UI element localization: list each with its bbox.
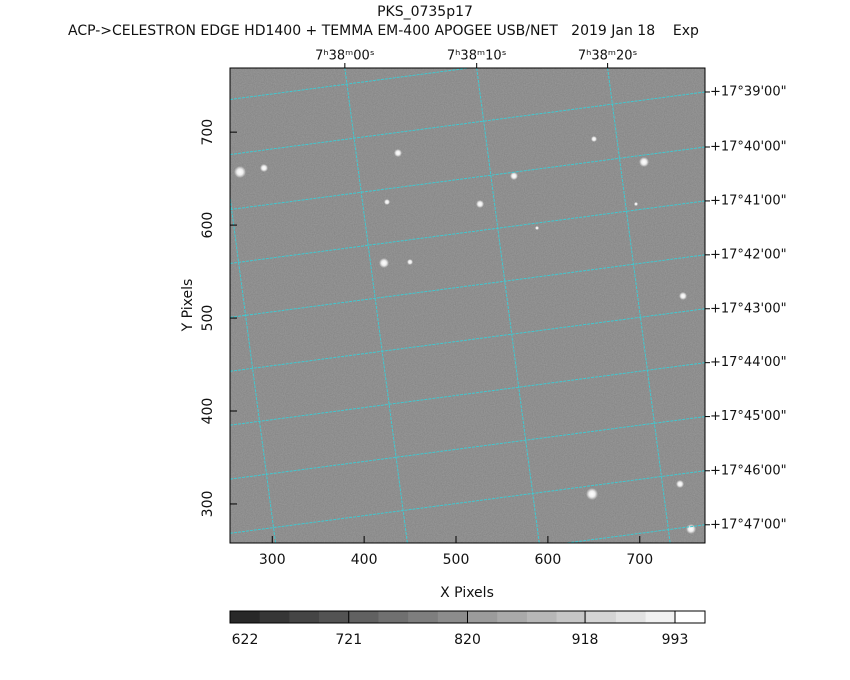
grid-line [562, 524, 705, 543]
x-tick-label: 700 [626, 552, 653, 568]
star [234, 166, 246, 178]
grid-line [230, 200, 705, 264]
star [407, 259, 413, 265]
y2-tick-label: +17°44'00" [710, 355, 787, 370]
star [591, 136, 597, 142]
colorbar-tick-label: 820 [454, 632, 481, 648]
colorbar-segment [526, 611, 558, 623]
image [81, 68, 705, 680]
grid-line [476, 68, 540, 543]
colorbar-segment [467, 611, 498, 623]
y2-tick-label: +17°42'00" [710, 247, 787, 262]
y2-tick-label: +17°47'00" [710, 517, 787, 532]
colorbar-segment [586, 611, 617, 623]
colorbar-segment [289, 611, 320, 623]
star [384, 199, 390, 205]
x2-tick-label: 7ʰ38ᵐ10ˢ [447, 49, 507, 64]
star [535, 226, 539, 230]
star [634, 202, 638, 206]
star [639, 157, 649, 167]
grid-line-extra [190, 635, 705, 680]
grid-line-extra [230, 193, 277, 543]
star [586, 488, 598, 500]
star [260, 164, 268, 172]
grid-line-extra [81, 68, 149, 583]
grid-line [230, 254, 705, 318]
colorbar-segment [319, 611, 350, 623]
stars [234, 136, 696, 534]
star [510, 172, 518, 180]
star [679, 292, 687, 300]
colorbar-segment [348, 611, 379, 623]
grid-line [230, 146, 705, 211]
image-noise [230, 68, 705, 543]
y-tick-label: 300 [200, 491, 216, 518]
x2-tick-label: 7ʰ38ᵐ00ˢ [315, 49, 375, 64]
grid-line [230, 362, 705, 426]
y2-tick-label: +17°43'00" [710, 301, 787, 316]
y-axis-label: Y Pixels [180, 279, 196, 333]
grid-line [607, 68, 671, 543]
plot-frame [229, 67, 706, 544]
colorbar-segment [437, 611, 468, 623]
x-tick-label: 300 [259, 552, 286, 568]
grid-line-extra [230, 68, 474, 100]
colorbar-segment [408, 611, 439, 623]
y2-tick-label: +17°41'00" [710, 193, 787, 208]
colorbar-segment [615, 611, 647, 623]
chart-subtitle: ACP->CELESTRON EDGE HD1400 + TEMMA EM-40… [68, 23, 699, 39]
y-tick-label: 600 [200, 212, 216, 239]
grid-line [230, 416, 705, 480]
x-axis-label: X Pixels [440, 585, 494, 601]
colorbar-tick-label: 918 [572, 632, 599, 648]
y-tick-label: 700 [200, 119, 216, 146]
colorbar-segment [645, 611, 676, 623]
colorbar-segment [259, 611, 290, 623]
colorbar: 622 721 820 918 993 [229, 610, 706, 648]
coordinate-grid [81, 68, 705, 680]
colorbar-segment [378, 611, 409, 623]
x-tick-label: 500 [443, 552, 470, 568]
y2-tick-label: +17°45'00" [710, 409, 787, 424]
x2-tick-label: 7ʰ38ᵐ20ˢ [578, 49, 638, 64]
y2-tick-label: +17°46'00" [710, 463, 787, 478]
star [686, 524, 696, 534]
y-tick-label: 500 [200, 305, 216, 332]
colorbar-tick-label: 622 [232, 632, 259, 648]
chart-title: PKS_0735p17 [377, 4, 473, 20]
y-tick-label: 400 [200, 398, 216, 425]
x-tick-label: 400 [351, 552, 378, 568]
colorbar-segment [675, 611, 706, 623]
star [394, 149, 402, 157]
grid-line [230, 470, 705, 534]
colorbar-tick-label: 721 [335, 632, 362, 648]
x-tick-label: 600 [535, 552, 562, 568]
grid-line [230, 308, 705, 372]
star [676, 480, 684, 488]
y2-tick-label: +17°39'00" [710, 84, 787, 99]
grid-line [344, 68, 408, 543]
colorbar-tick-label: 993 [662, 632, 689, 648]
colorbar-segment [556, 611, 587, 623]
y2-tick-label: +17°40'00" [710, 140, 787, 155]
grid-line [230, 91, 705, 156]
colorbar-segment [497, 611, 528, 623]
star [476, 200, 484, 208]
star [379, 258, 389, 268]
colorbar-segment [230, 611, 261, 623]
